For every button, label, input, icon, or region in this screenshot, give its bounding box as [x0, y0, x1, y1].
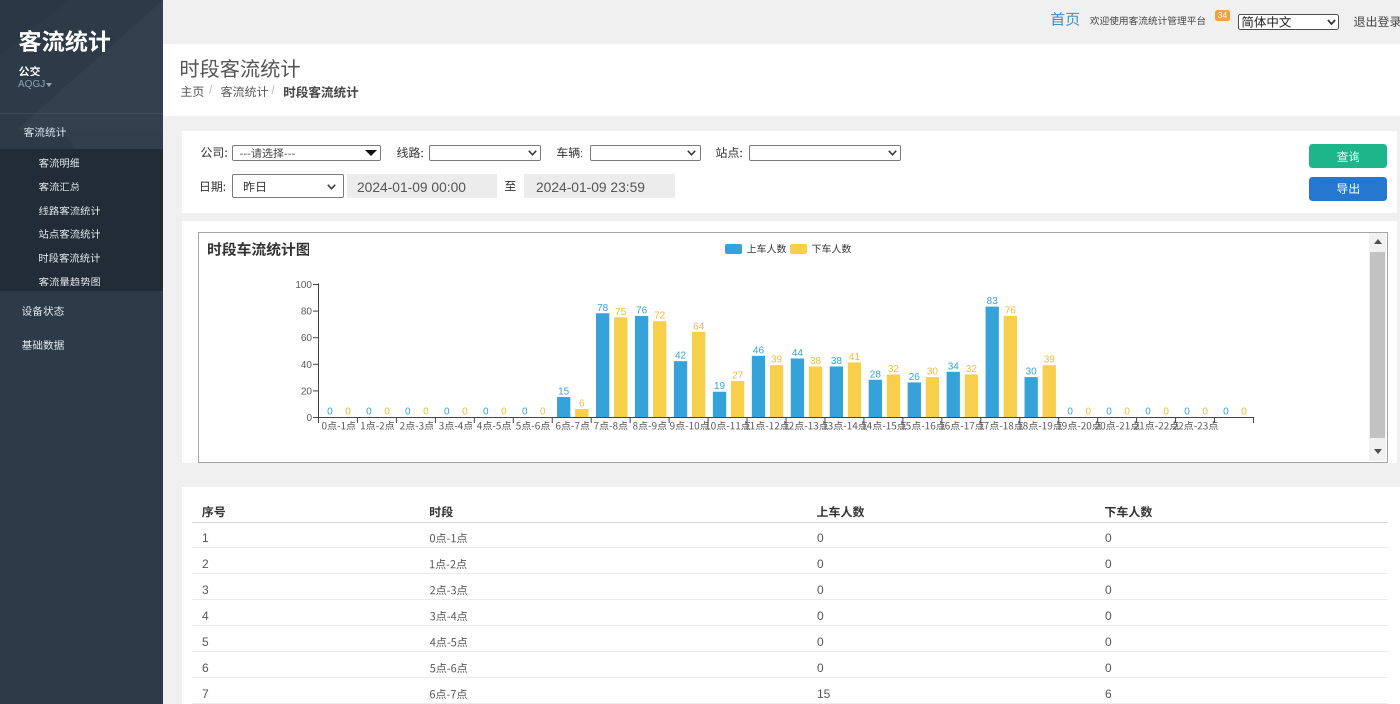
- svg-text:0: 0: [306, 413, 312, 424]
- svg-text:32: 32: [966, 364, 978, 375]
- svg-text:0: 0: [1106, 407, 1112, 418]
- svg-text:83: 83: [987, 296, 999, 307]
- svg-text:20: 20: [301, 386, 313, 397]
- svg-text:76: 76: [1005, 305, 1017, 316]
- svg-text:38: 38: [810, 356, 822, 367]
- svg-text:0: 0: [483, 407, 489, 418]
- svg-text:64: 64: [693, 321, 705, 332]
- svg-text:72: 72: [654, 311, 666, 322]
- svg-text:15: 15: [558, 387, 570, 398]
- svg-text:0: 0: [462, 407, 468, 418]
- svg-text:39: 39: [1044, 355, 1056, 366]
- svg-text:34: 34: [948, 361, 960, 372]
- svg-text:0: 0: [345, 407, 351, 418]
- svg-text:6: 6: [579, 399, 585, 410]
- svg-text:0: 0: [384, 407, 390, 418]
- svg-text:78: 78: [597, 303, 609, 314]
- svg-text:42: 42: [675, 351, 687, 362]
- svg-text:30: 30: [927, 367, 939, 378]
- svg-text:39: 39: [771, 355, 783, 366]
- svg-text:0: 0: [1184, 407, 1190, 418]
- svg-text:100: 100: [295, 280, 312, 291]
- svg-text:0: 0: [1085, 407, 1091, 418]
- svg-text:38: 38: [831, 356, 843, 367]
- svg-text:32: 32: [888, 364, 900, 375]
- svg-text:44: 44: [792, 348, 804, 359]
- svg-text:0: 0: [1223, 407, 1229, 418]
- svg-text:0: 0: [327, 407, 333, 418]
- svg-text:27: 27: [732, 371, 744, 382]
- svg-text:0: 0: [1124, 407, 1130, 418]
- svg-text:40: 40: [301, 360, 313, 371]
- svg-text:76: 76: [636, 305, 648, 316]
- svg-text:0: 0: [444, 407, 450, 418]
- svg-text:0: 0: [540, 407, 546, 418]
- svg-text:0: 0: [405, 407, 411, 418]
- svg-text:30: 30: [1026, 367, 1038, 378]
- svg-text:41: 41: [849, 352, 861, 363]
- svg-text:46: 46: [753, 345, 765, 356]
- svg-text:0: 0: [1241, 407, 1247, 418]
- svg-text:0: 0: [1163, 407, 1169, 418]
- svg-text:0: 0: [522, 407, 528, 418]
- svg-text:26: 26: [909, 372, 921, 383]
- svg-text:0: 0: [1067, 407, 1073, 418]
- svg-text:80: 80: [301, 307, 313, 318]
- svg-text:19: 19: [714, 381, 726, 392]
- svg-text:0: 0: [1145, 407, 1151, 418]
- svg-text:28: 28: [870, 369, 882, 380]
- svg-text:0: 0: [423, 407, 429, 418]
- svg-text:0: 0: [1202, 407, 1208, 418]
- svg-text:0: 0: [366, 407, 372, 418]
- svg-text:60: 60: [301, 333, 313, 344]
- svg-text:0: 0: [501, 407, 507, 418]
- svg-text:75: 75: [615, 307, 627, 318]
